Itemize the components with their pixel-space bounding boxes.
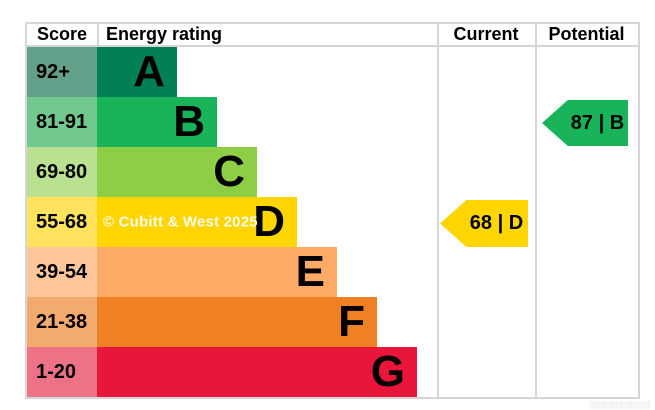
- potential-column-header: Potential: [548, 24, 625, 44]
- band-bar-b: B: [97, 97, 217, 147]
- score-range-d: 55-68: [27, 197, 97, 247]
- score-range-a: 92+: [27, 47, 97, 97]
- band-letter-g: G: [370, 347, 405, 396]
- potential-rating-label: 87 | B: [570, 111, 625, 134]
- band-bar-e: E: [97, 247, 337, 297]
- band-row-g: 1-20 G: [27, 347, 638, 397]
- band-letter-b: B: [173, 97, 205, 146]
- current-column-header: Current: [453, 24, 519, 44]
- band-letter-f: F: [338, 297, 365, 346]
- band-letter-a: A: [133, 47, 165, 96]
- band-row-f: 21-38 F: [27, 297, 638, 347]
- band-row-c: 69-80 C: [27, 147, 638, 197]
- band-bar-f: F: [97, 297, 377, 347]
- band-letter-e: E: [295, 247, 325, 296]
- faint-watermark: [589, 401, 651, 409]
- epc-table: Score Energy rating Current Potential 92…: [25, 22, 640, 399]
- header-column-divider: [97, 24, 99, 45]
- score-column-header: Score: [36, 24, 88, 44]
- score-range-c: 69-80: [27, 147, 97, 197]
- band-row-d: 55-68 © Cubitt & West 2025 D: [27, 197, 638, 247]
- band-row-a: 92+ A: [27, 47, 638, 97]
- table-header-row: Score Energy rating Current Potential: [27, 24, 638, 47]
- energy-rating-column-header: Energy rating: [106, 24, 223, 44]
- band-bar-g: G: [97, 347, 417, 397]
- score-range-b: 81-91: [27, 97, 97, 147]
- current-rating-arrow: 68 | D: [440, 200, 528, 247]
- score-range-e: 39-54: [27, 247, 97, 297]
- score-range-f: 21-38: [27, 297, 97, 347]
- agency-watermark: © Cubitt & West 2025: [103, 213, 258, 231]
- band-row-b: 81-91 B: [27, 97, 638, 147]
- potential-column-divider: [535, 24, 537, 397]
- score-range-g: 1-20: [27, 347, 97, 397]
- band-letter-c: C: [213, 147, 245, 196]
- band-bar-a: A: [97, 47, 177, 97]
- band-row-e: 39-54 E: [27, 247, 638, 297]
- band-letter-d: D: [253, 197, 285, 246]
- current-rating-label: 68 | D: [469, 212, 524, 234]
- band-bar-d: © Cubitt & West 2025 D: [97, 197, 297, 247]
- band-bar-c: C: [97, 147, 257, 197]
- current-column-divider: [437, 24, 439, 397]
